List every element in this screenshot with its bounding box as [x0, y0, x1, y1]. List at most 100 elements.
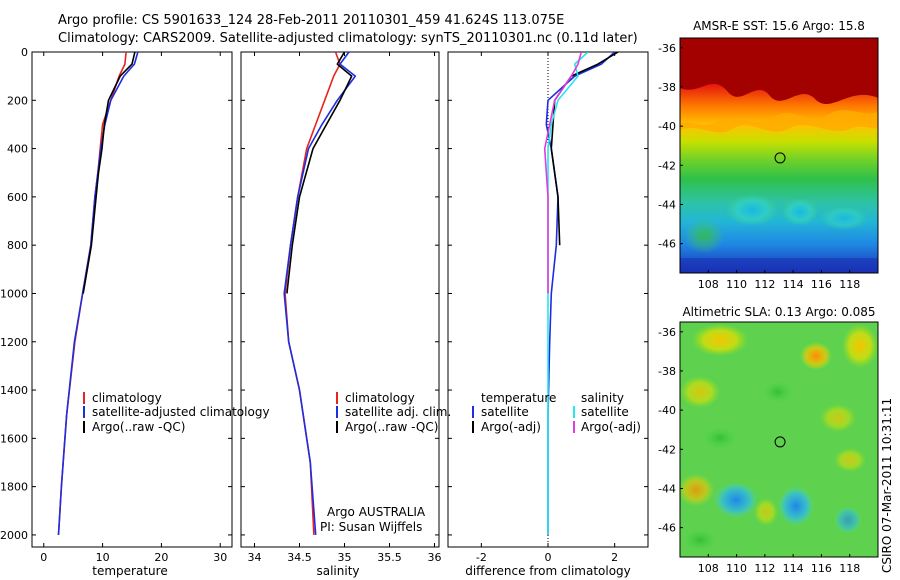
legend-label-sal-argo: Argo(-adj) [581, 420, 641, 434]
y-tick-label: 800 [7, 239, 28, 252]
salinity-legend: climatology satellite adj. clim. Argo(..… [336, 391, 451, 434]
map-y-tick-label: -38 [658, 365, 676, 378]
temperature-axes [31, 51, 233, 548]
temperature-curves [57, 52, 139, 535]
map-y-tick-label: -44 [658, 198, 676, 211]
difference-x-axis: -2 0 2 [476, 52, 618, 564]
sst-map-panel: AMSR-E SST: 15.6 Argo: 15.8 108 110 112 114… [658, 19, 879, 291]
map-y-tick-label: -38 [658, 81, 676, 94]
map-x-tick-label: 112 [754, 278, 775, 291]
salinity-x-axis: 34 34.5 35 35.5 36 [248, 52, 442, 564]
legend-header-temperature: temperature [481, 391, 556, 405]
map-x-tick-label: 108 [698, 562, 719, 575]
sla-map-axes [679, 321, 879, 558]
legend-label-argo: Argo(..raw -QC) [92, 420, 185, 434]
series-line-argo-raw-qc [82, 52, 136, 294]
depth-axis: 0 200 400 600 800 1000 1200 1400 1600 1800 2000 [0, 46, 232, 542]
x-tick-label: 10 [96, 551, 110, 564]
legend-label-argo: Argo(..raw -QC) [345, 420, 438, 434]
legend-label-temp-satellite: satellite [481, 405, 529, 419]
legend-label-sal-satellite: satellite [581, 405, 629, 419]
sla-map-ticks: 108 110 112 114 116 118 -36 -38 -40 -42 -44 -46 [658, 326, 860, 575]
x-tick-label: 0 [40, 551, 47, 564]
series-line-temperature-satellite [545, 52, 616, 535]
map-y-tick-label: -44 [658, 482, 676, 495]
salinity-xlabel: salinity [316, 564, 359, 578]
difference-curves [543, 52, 619, 535]
temperature-xlabel: temperature [92, 564, 167, 578]
y-tick-label: 600 [7, 191, 28, 204]
x-tick-label: 34 [248, 551, 262, 564]
map-y-tick-label: -40 [658, 404, 676, 417]
difference-y-ticks [448, 51, 648, 536]
x-tick-label: 36 [428, 551, 442, 564]
legend-label-satellite: satellite-adjusted climatology [92, 405, 270, 419]
map-x-tick-label: 110 [726, 562, 747, 575]
series-line-salinity-argo-adj [543, 52, 583, 294]
map-y-tick-label: -46 [658, 238, 676, 251]
x-tick-label: 35.5 [377, 551, 402, 564]
y-tick-label: 1800 [0, 481, 28, 494]
series-line-satellite-adjusted-climatology [57, 52, 139, 535]
sst-map-axes [679, 37, 879, 274]
sla-map-title: Altimetric SLA: 0.13 Argo: 0.085 [682, 305, 875, 319]
map-x-tick-label: 118 [839, 278, 860, 291]
sla-heatmap [680, 322, 878, 557]
salinity-curves [283, 52, 357, 535]
series-line-climatology [57, 52, 127, 535]
x-tick-label: -2 [476, 551, 487, 564]
y-tick-label: 200 [7, 94, 28, 107]
map-y-tick-label: -42 [658, 443, 676, 456]
sst-map-title: AMSR-E SST: 15.6 Argo: 15.8 [693, 19, 865, 33]
y-tick-label: 1600 [0, 432, 28, 445]
x-tick-label: 0 [545, 551, 552, 564]
legend-label-climatology: climatology [92, 391, 162, 405]
salinity-y-ticks [241, 51, 439, 536]
argo-position-marker [774, 436, 786, 448]
map-x-tick-label: 116 [811, 562, 832, 575]
map-x-tick-label: 112 [754, 562, 775, 575]
temperature-legend: climatology satellite-adjusted climatolo… [83, 391, 270, 434]
map-x-tick-label: 110 [726, 278, 747, 291]
x-tick-label: 35 [338, 551, 352, 564]
map-x-tick-label: 114 [783, 278, 804, 291]
y-tick-label: 1400 [0, 384, 28, 397]
y-tick-label: 1000 [0, 287, 28, 300]
map-y-tick-label: -42 [658, 159, 676, 172]
difference-panel: -2 0 2 difference from climatology tempera… [447, 51, 649, 578]
y-tick-label: 1200 [0, 336, 28, 349]
legend-label-temp-argo: Argo(-adj) [481, 420, 541, 434]
series-line-salinity-satellite [547, 52, 589, 535]
difference-legend: temperature satellite Argo(-adj) salinit… [472, 391, 641, 434]
map-x-tick-label: 108 [698, 278, 719, 291]
annotation-pi: PI: Susan Wijffels [320, 520, 422, 534]
temperature-x-axis: 0 10 20 30 [40, 52, 227, 564]
sst-map-ticks: 108 110 112 114 116 118 -36 -38 -40 -42 -44 -46 [658, 42, 860, 291]
y-tick-label: 0 [21, 46, 28, 59]
map-x-tick-label: 114 [783, 562, 804, 575]
legend-label-climatology: climatology [345, 391, 415, 405]
header-line-2: Climatology: CARS2009. Satellite-adjuste… [58, 31, 638, 46]
legend-header-salinity: salinity [581, 391, 624, 405]
temperature-panel: 0 200 400 600 800 1000 1200 1400 1600 1800 2000 0 1… [0, 46, 270, 578]
series-line-temperature-argo-adj [550, 52, 619, 246]
x-tick-label: 30 [213, 551, 227, 564]
map-y-tick-label: -40 [658, 120, 676, 133]
annotation-argo-australia: Argo AUSTRALIA [327, 505, 426, 519]
series-line-argo-raw-qc [286, 52, 353, 294]
x-tick-label: 2 [611, 551, 618, 564]
difference-xlabel: difference from climatology [465, 564, 631, 578]
legend-label-satellite: satellite adj. clim. [345, 405, 451, 419]
series-line-satellite-adj-clim [283, 52, 357, 535]
y-tick-label: 400 [7, 143, 28, 156]
x-tick-label: 20 [154, 551, 168, 564]
sla-map-panel: Altimetric SLA: 0.13 Argo: 0.085 108 110 1… [658, 305, 879, 575]
header-line-1: Argo profile: CS 5901633_124 28-Feb-2011… [58, 13, 564, 28]
map-x-tick-label: 116 [811, 278, 832, 291]
csiro-timestamp: CSIRO 07-Mar-2011 10:31:11 [880, 398, 894, 573]
argo-position-marker [774, 152, 786, 164]
sst-heatmap [680, 38, 878, 273]
series-line-climatology [284, 52, 341, 535]
y-tick-label: 2000 [0, 529, 28, 542]
